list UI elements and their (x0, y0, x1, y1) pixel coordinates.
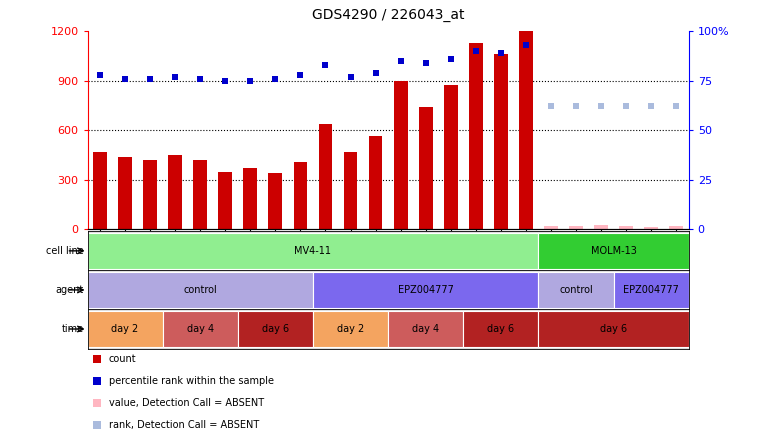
Text: rank, Detection Call = ABSENT: rank, Detection Call = ABSENT (109, 420, 259, 430)
Bar (594, 226, 608, 229)
Bar (88, 233, 539, 269)
Bar (645, 226, 658, 229)
Bar (613, 272, 689, 308)
Bar (168, 155, 182, 229)
Text: day 4: day 4 (412, 324, 439, 334)
Bar (313, 272, 539, 308)
Text: time: time (62, 324, 84, 334)
Bar (469, 43, 482, 229)
Bar (118, 157, 132, 229)
Bar (388, 311, 463, 347)
Bar (93, 151, 107, 229)
Text: agent: agent (56, 285, 84, 295)
Bar (193, 160, 207, 229)
Bar (519, 32, 533, 229)
Bar (419, 107, 432, 229)
Bar (294, 162, 307, 229)
Text: MV4-11: MV4-11 (295, 246, 332, 256)
Bar (539, 311, 689, 347)
Text: day 2: day 2 (337, 324, 365, 334)
Bar (669, 226, 683, 229)
Text: day 2: day 2 (111, 324, 139, 334)
Text: EPZ004777: EPZ004777 (398, 285, 454, 295)
Bar (319, 124, 333, 229)
Bar (463, 311, 539, 347)
Text: count: count (109, 354, 136, 364)
Bar (393, 81, 408, 229)
Bar (539, 233, 689, 269)
Bar (163, 311, 237, 347)
Bar (237, 311, 313, 347)
Text: day 6: day 6 (262, 324, 289, 334)
Text: control: control (183, 285, 217, 295)
Bar (218, 172, 232, 229)
Bar (344, 152, 358, 229)
Text: value, Detection Call = ABSENT: value, Detection Call = ABSENT (109, 398, 264, 408)
Bar (619, 226, 633, 229)
Bar (88, 311, 163, 347)
Bar (244, 168, 257, 229)
Text: day 6: day 6 (600, 324, 627, 334)
Bar (143, 160, 157, 229)
Text: day 4: day 4 (186, 324, 214, 334)
Text: percentile rank within the sample: percentile rank within the sample (109, 376, 274, 386)
Bar (539, 272, 613, 308)
Text: cell line: cell line (46, 246, 84, 256)
Bar (494, 54, 508, 229)
Bar (444, 85, 457, 229)
Bar (544, 226, 558, 229)
Text: control: control (559, 285, 593, 295)
Text: EPZ004777: EPZ004777 (623, 285, 679, 295)
Bar (368, 136, 383, 229)
Text: GDS4290 / 226043_at: GDS4290 / 226043_at (312, 8, 464, 22)
Text: day 6: day 6 (487, 324, 514, 334)
Bar (313, 311, 388, 347)
Text: MOLM-13: MOLM-13 (591, 246, 636, 256)
Bar (569, 226, 583, 229)
Bar (269, 173, 282, 229)
Bar (88, 272, 313, 308)
